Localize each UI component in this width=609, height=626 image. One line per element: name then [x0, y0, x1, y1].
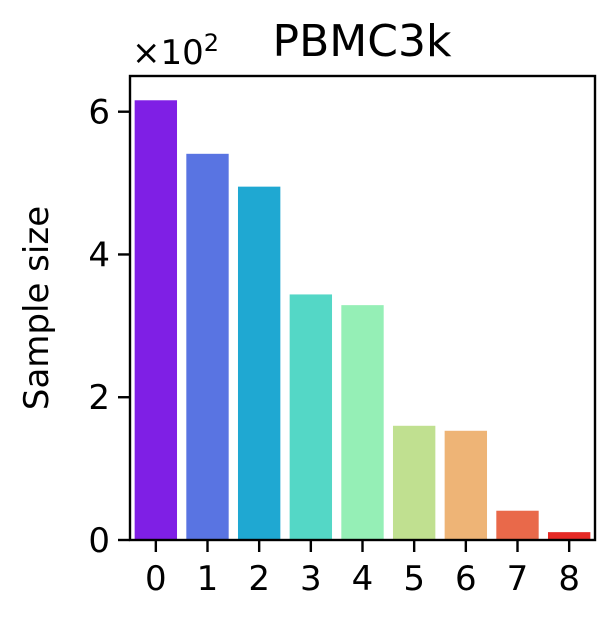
x-tick-label-4: 4: [352, 559, 374, 599]
bar-6: [444, 430, 488, 540]
x-tick-label-3: 3: [300, 559, 322, 599]
y-tick-label-2: 2: [88, 378, 110, 418]
bar-5: [392, 425, 436, 540]
x-tick-label-8: 8: [558, 559, 580, 599]
chart-title: PBMC3k: [273, 16, 452, 67]
bar-3: [289, 294, 333, 540]
x-tick-label-2: 2: [248, 559, 270, 599]
x-tick-label-5: 5: [403, 559, 425, 599]
bar-7: [496, 510, 539, 540]
bar-8: [547, 532, 591, 540]
bar-1: [186, 153, 229, 540]
y-tick-label-4: 4: [88, 235, 110, 275]
bar-4: [341, 305, 384, 540]
scale-multiplier: ×102: [132, 29, 219, 73]
bar-0: [134, 100, 178, 541]
x-tick-label-0: 0: [145, 559, 167, 599]
y-tick-label-6: 6: [88, 93, 110, 133]
y-axis-label: Sample size: [17, 206, 57, 410]
x-tick-label-1: 1: [197, 559, 219, 599]
bar-2: [237, 186, 281, 540]
x-tick-label-7: 7: [507, 559, 529, 599]
y-tick-label-0: 0: [88, 521, 110, 561]
y-ticks-group: 0 2 4 6: [88, 93, 130, 561]
plot-frame: [128, 74, 597, 542]
x-tick-label-6: 6: [455, 559, 477, 599]
scale-exponent: 2: [204, 29, 219, 57]
scale-base: ×10: [132, 33, 204, 73]
bars-group: [134, 100, 591, 541]
